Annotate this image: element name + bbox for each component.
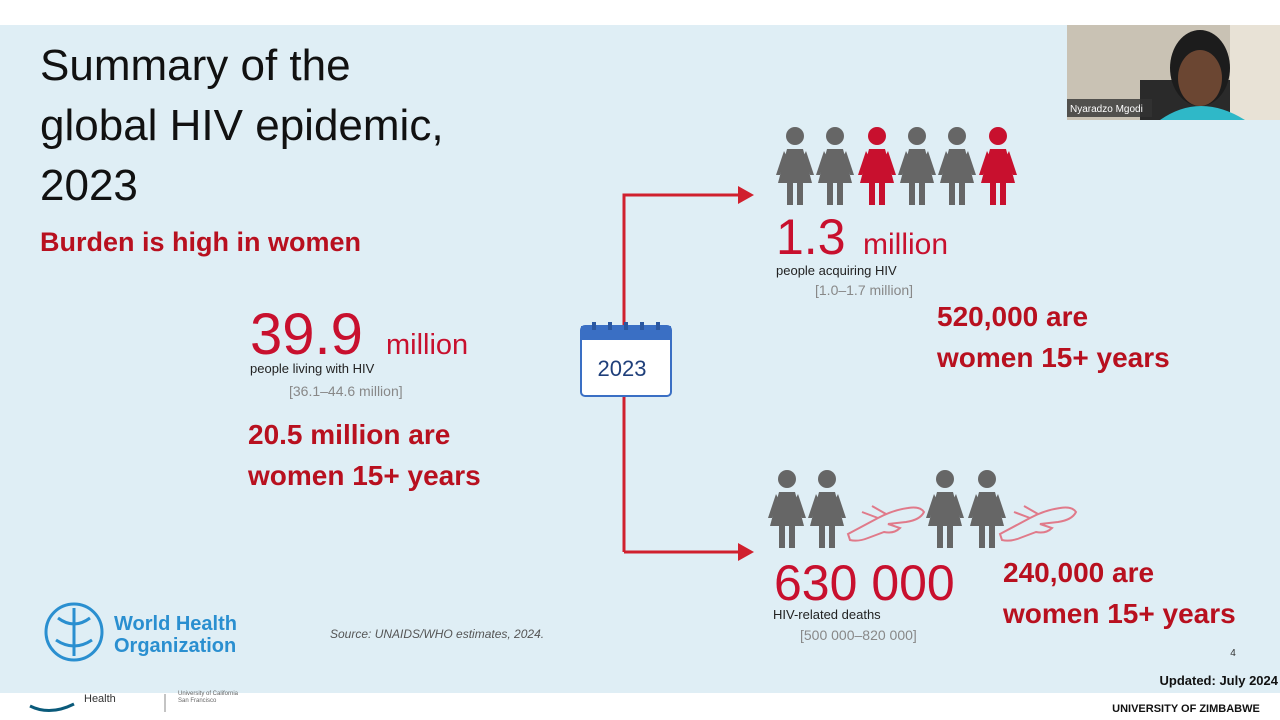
calendar-year: 2023 bbox=[598, 356, 647, 381]
footer-text: Health bbox=[84, 693, 116, 705]
women-text: 240,000 are bbox=[1003, 557, 1154, 588]
women-text: women 15+ years bbox=[1002, 598, 1236, 629]
updated: Updated: July 2024 bbox=[1160, 673, 1279, 688]
stat-range: [1.0–1.7 million] bbox=[815, 282, 913, 298]
women-text: women 15+ years bbox=[936, 342, 1170, 373]
footer-logo bbox=[29, 702, 75, 712]
stat-label: people living with HIV bbox=[250, 361, 375, 376]
women-text: 520,000 are bbox=[937, 301, 1088, 332]
stat-label: people acquiring HIV bbox=[776, 263, 897, 278]
calendar-icon bbox=[580, 322, 672, 397]
connector bbox=[622, 193, 748, 554]
footer-text: University of California bbox=[178, 691, 239, 697]
stat-number: 1.3 bbox=[776, 209, 846, 265]
title-line: 2023 bbox=[40, 161, 138, 210]
stat-number: 39.9 bbox=[250, 302, 363, 367]
name-badge bbox=[1067, 99, 1152, 117]
source: Source: UNAIDS/WHO estimates, 2024. bbox=[330, 627, 544, 641]
women-text: 20.5 million are bbox=[248, 419, 450, 450]
stat-range: [36.1–44.6 million] bbox=[289, 383, 403, 399]
stat-unit: million bbox=[386, 329, 468, 361]
stat-range: [500 000–820 000] bbox=[800, 627, 917, 643]
women-text: women 15+ years bbox=[247, 460, 481, 491]
logo-text: World Health bbox=[114, 613, 237, 635]
logo-text: Organization bbox=[114, 635, 236, 657]
who-emblem bbox=[44, 602, 104, 662]
stat-number: 630 000 bbox=[774, 555, 955, 611]
footer-text: San Francisco bbox=[178, 698, 217, 704]
footer-text: UNIVERSITY OF ZIMBABWE bbox=[1112, 703, 1260, 715]
stat-unit: million bbox=[863, 228, 948, 261]
title-line: Summary of the bbox=[40, 41, 351, 90]
subtitle: Burden is high in women bbox=[40, 227, 361, 257]
footer-strip bbox=[0, 693, 1280, 720]
participant-name: Nyaradzo Mgodi bbox=[1070, 104, 1143, 115]
page-number: 4 bbox=[1230, 648, 1236, 659]
stat-label: HIV-related deaths bbox=[773, 607, 881, 622]
title-line: global HIV epidemic, bbox=[40, 101, 444, 150]
